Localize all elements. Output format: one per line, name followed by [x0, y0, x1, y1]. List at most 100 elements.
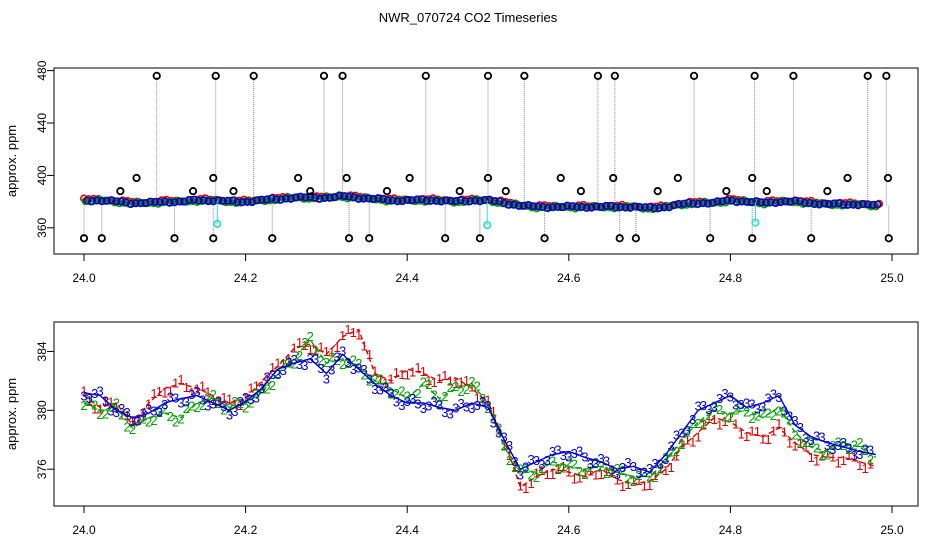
- series-marker-3: 3: [113, 405, 120, 420]
- series-marker-1: 1: [791, 439, 798, 454]
- data-point: [359, 194, 368, 203]
- data-point: [611, 203, 620, 212]
- series-marker-3: 3: [123, 405, 130, 420]
- data-point: [577, 202, 586, 211]
- series-marker-1: 1: [312, 343, 319, 358]
- spike-point: [209, 234, 218, 243]
- series-marker-3: 3: [856, 447, 863, 462]
- series-marker-3: 3: [501, 430, 508, 445]
- series-marker-3: 3: [479, 394, 486, 409]
- series-marker-2: 2: [296, 348, 303, 363]
- series-marker-1: 1: [732, 417, 739, 432]
- series-marker-1: 1: [215, 394, 222, 409]
- series-marker-2: 2: [861, 443, 868, 458]
- data-point: [320, 193, 329, 202]
- data-point: [393, 197, 402, 206]
- series-marker-2: 2: [312, 343, 319, 358]
- data-point: [248, 198, 257, 207]
- spike-point: [882, 71, 891, 80]
- data-point: [640, 203, 649, 212]
- series-line-3: [83, 353, 876, 473]
- series-marker-1: 1: [738, 426, 745, 441]
- series-marker-1: 1: [91, 402, 98, 417]
- series-marker-3: 3: [533, 453, 540, 468]
- data-point: [189, 195, 198, 204]
- y-axis-label: approx. ppm: [4, 125, 19, 197]
- data-point: [349, 193, 358, 202]
- series-marker-2: 2: [377, 371, 384, 386]
- data-point: [441, 196, 450, 205]
- series-marker-2: 2: [544, 453, 551, 468]
- series-marker-1: 1: [204, 384, 211, 399]
- data-point: [354, 194, 363, 203]
- data-point: [810, 200, 819, 209]
- data-point: [102, 196, 111, 205]
- series-marker-1: 1: [177, 372, 184, 387]
- spike-point: [673, 173, 682, 183]
- series-marker-2: 2: [856, 435, 863, 450]
- data-point: [500, 199, 509, 208]
- data-point: [791, 196, 800, 205]
- plot-frame: [53, 321, 919, 507]
- series-marker-2: 2: [145, 415, 152, 430]
- series-marker-3: 3: [210, 396, 217, 411]
- series-marker-1: 1: [549, 467, 556, 482]
- series-marker-3: 3: [565, 449, 572, 464]
- data-point: [635, 203, 644, 212]
- data-point: [257, 195, 266, 204]
- series-marker-1: 1: [172, 375, 179, 390]
- series-marker-2: 2: [366, 373, 373, 388]
- series-marker-2: 2: [668, 444, 675, 459]
- data-point: [752, 197, 761, 206]
- series-marker-3: 3: [527, 452, 534, 467]
- series-marker-2: 2: [468, 374, 475, 389]
- series-marker-3: 3: [457, 396, 464, 411]
- spike-point: [455, 187, 464, 196]
- series-marker-2: 2: [285, 356, 292, 371]
- series-marker-1: 1: [511, 459, 518, 474]
- series-marker-1: 1: [678, 435, 685, 450]
- data-point: [863, 200, 872, 209]
- data-point: [204, 197, 213, 206]
- data-point: [369, 195, 378, 204]
- series-marker-2: 2: [743, 405, 750, 420]
- series-marker-2: 2: [684, 425, 691, 440]
- series-marker-3: 3: [194, 384, 201, 399]
- series-marker-3: 3: [366, 372, 373, 387]
- series-marker-2: 2: [781, 405, 788, 420]
- series-marker-3: 3: [861, 442, 868, 457]
- data-point: [771, 199, 780, 208]
- spike-point: [170, 234, 179, 243]
- series-marker-1: 1: [705, 411, 712, 426]
- spike-point: [609, 173, 618, 183]
- series-marker-1: 1: [280, 356, 287, 371]
- data-point: [175, 197, 184, 206]
- data-point: [616, 202, 625, 211]
- series-marker-3: 3: [614, 467, 621, 482]
- data-point: [345, 192, 354, 201]
- data-point: [761, 198, 770, 207]
- data-point: [112, 197, 121, 206]
- series-marker-2: 2: [80, 398, 87, 413]
- series-marker-1: 1: [662, 463, 669, 478]
- series-marker-3: 3: [156, 405, 163, 420]
- series-marker-1: 1: [307, 342, 314, 357]
- series-marker-2: 2: [818, 448, 825, 463]
- series-marker-1: 1: [544, 467, 551, 482]
- series-marker-1: 1: [641, 479, 648, 494]
- data-point: [165, 198, 174, 207]
- series-marker-1: 1: [689, 434, 696, 449]
- series-marker-3: 3: [393, 394, 400, 409]
- series-marker-2: 2: [409, 390, 416, 405]
- series-marker-1: 1: [447, 373, 454, 388]
- series-marker-3: 3: [145, 401, 152, 416]
- series-marker-3: 3: [253, 391, 260, 406]
- data-point: [446, 196, 455, 205]
- series-marker-2: 2: [700, 416, 707, 431]
- series-marker-3: 3: [204, 399, 211, 414]
- series-marker-2: 2: [355, 356, 362, 371]
- series-marker-3: 3: [102, 393, 109, 408]
- series-marker-3: 3: [716, 391, 723, 406]
- series-marker-2: 2: [694, 416, 701, 431]
- data-point: [262, 195, 271, 204]
